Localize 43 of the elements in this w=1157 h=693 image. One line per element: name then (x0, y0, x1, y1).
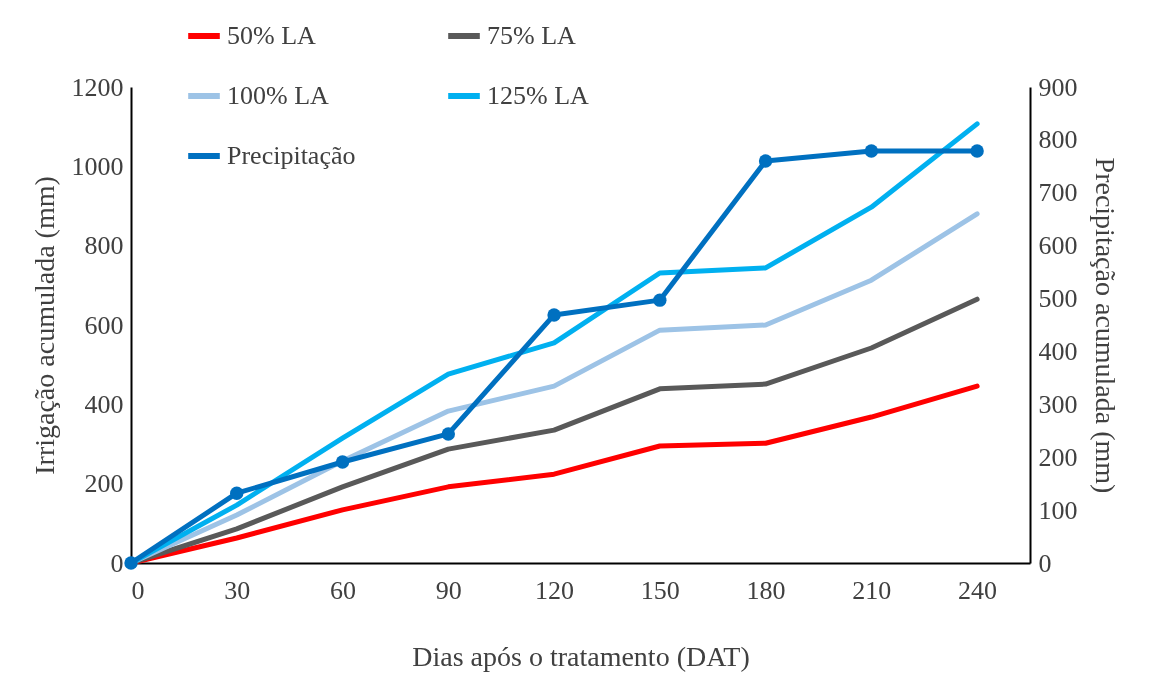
x-tick-label: 210 (852, 575, 892, 605)
legend-label: 75% LA (487, 21, 577, 50)
legend-label: Precipitação (227, 141, 356, 170)
x-tick-label: 90 (435, 575, 462, 605)
y2-tick-label: 900 (1038, 72, 1078, 102)
x-tick-label: 0 (131, 575, 145, 605)
y-tick-label: 400 (84, 389, 124, 419)
y-tick-label: 1200 (71, 72, 124, 102)
x-tick-label: 30 (224, 575, 251, 605)
y2-tick-label: 800 (1038, 125, 1078, 155)
y-tick-label: 1000 (71, 151, 124, 181)
point (441, 427, 455, 441)
y2-tick-label: 700 (1038, 178, 1078, 208)
point (653, 293, 667, 307)
y2-tick-label: 300 (1038, 389, 1078, 419)
y-tick-label: 600 (84, 310, 124, 340)
point (970, 144, 984, 158)
y2-tick-label: 600 (1038, 231, 1078, 261)
y2-axis-title: Precipitação acumulada (mm) (1089, 157, 1121, 494)
y-axis-title: Irrigação acumulada (mm) (28, 176, 60, 475)
x-tick-label: 180 (746, 575, 786, 605)
legend-label: 100% LA (227, 81, 330, 110)
point (864, 144, 879, 158)
x-tick-label: 120 (535, 575, 575, 605)
y-tick-label: 800 (84, 231, 124, 261)
y2-tick-label: 200 (1038, 442, 1078, 472)
x-axis-title: Dias após o tratamento (DAT) (412, 640, 750, 672)
x-tick-label: 150 (640, 575, 680, 605)
legend-label: 125% LA (487, 81, 590, 110)
y2-tick-label: 400 (1038, 336, 1078, 366)
y-tick-label: 200 (84, 469, 124, 499)
y-tick-label: 0 (110, 548, 124, 578)
point (124, 556, 138, 570)
y2-tick-label: 500 (1038, 284, 1078, 314)
x-tick-label: 60 (330, 575, 357, 605)
point (230, 486, 244, 500)
point (547, 308, 561, 322)
point (335, 455, 350, 469)
y2-tick-label: 100 (1038, 495, 1078, 525)
point (758, 154, 773, 168)
x-tick-label: 240 (958, 575, 998, 605)
legend-label: 50% LA (227, 21, 317, 50)
y2-tick-label: 0 (1038, 548, 1052, 578)
